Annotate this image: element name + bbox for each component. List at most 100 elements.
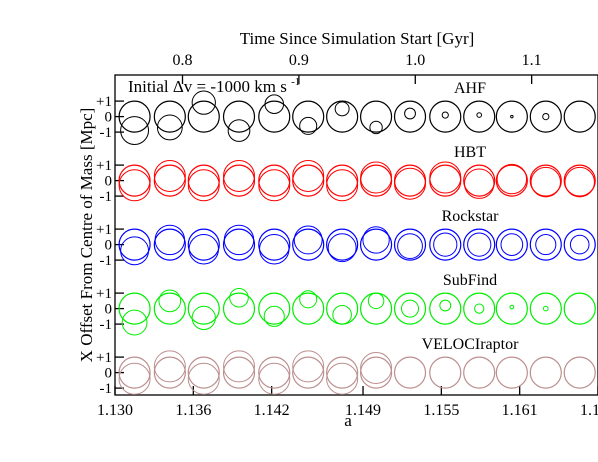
host-halo-circle [463,164,496,197]
y-tick-label: 0 [105,110,113,126]
host-halo-circle [529,100,562,133]
subhalo-circle [535,234,557,256]
host-halo-circle [118,100,151,133]
subhalo-circle [569,234,590,255]
host-halo-circle [326,356,359,389]
subhalo-circle [474,303,485,314]
host-halo-circle [495,100,528,133]
subhalo-circle [223,224,255,256]
subhalo-circle [118,169,151,202]
x-tick-label: 1.136 [175,402,211,419]
host-halo-circle [326,100,359,133]
x-tick-label: 1.161 [502,402,538,419]
host-halo-circle [292,292,325,325]
host-halo-circle [563,292,596,325]
x-tick-label: 1.142 [254,402,290,419]
x-tick-label: 1.130 [97,402,133,419]
subhalo-circle [187,169,220,202]
top-tick-label: 1.0 [405,52,425,69]
host-halo-circle [222,164,256,197]
y-tick-label: +1 [96,222,112,238]
series-label: AHF [454,80,486,97]
subhalo-circle [334,101,350,117]
y-tick-label: +1 [96,158,112,174]
series-hbt: +10-1 [96,158,596,205]
host-halo-circle [153,292,186,325]
host-halo-circle [292,228,325,261]
host-halo-circle [529,228,562,261]
subhalo-circle [360,161,393,194]
subhalo-circle [542,305,549,312]
series-label: SubFind [443,272,497,289]
host-halo-circle [429,356,462,389]
subhalo-circle [264,94,285,114]
annotation-superscript: -1 [291,76,300,88]
subhalo-circle [188,234,219,265]
host-halo-circle [529,292,562,325]
host-halo-circle [258,292,291,325]
subhalo-circle [293,225,323,255]
subhalo-circle [500,233,524,256]
y-tick-label: 0 [105,302,113,318]
host-halo-circle [187,228,220,261]
host-halo-circle [258,228,291,261]
subhalo-circle [326,169,359,202]
x-axis-label: a [344,411,352,430]
subhalo-circle [564,166,595,198]
host-halo-circle [563,100,596,133]
host-halo-circle [153,100,186,133]
host-halo-circle [153,228,186,261]
host-halo-circle [187,164,220,197]
subhalo-circle [292,159,325,192]
host-halo-circle [118,228,151,261]
host-halo-circle [326,292,359,325]
subhalo-circle [120,116,150,146]
y-tick-label: -1 [100,317,113,333]
subhalo-circle [332,305,352,325]
host-halo-circle [563,356,596,389]
subhalo-circle [439,299,452,312]
series-ahf: +10-1 [96,90,596,146]
subhalo-circle [299,116,318,135]
series-label: HBT [454,144,486,161]
host-halo-circle [187,292,220,325]
host-halo-circle [393,164,427,197]
host-halo-circle [463,356,496,389]
y-tick-label: 0 [105,366,113,382]
subhalo-circle [227,119,251,142]
host-halo-circle [359,100,393,133]
host-halo-circle [463,100,496,133]
host-halo-circle [393,356,427,389]
y-tick-label: 0 [105,238,113,254]
host-halo-circle [222,228,256,261]
series-label: Rockstar [442,208,500,225]
host-halo-circle [529,356,562,389]
top-tick-label: 1.1 [522,52,542,69]
y-tick-label: +1 [96,286,112,302]
subhalo-circle [258,169,291,202]
host-halo-circle [118,164,151,197]
subhalo-circle [223,350,256,383]
host-halo-circle [118,292,151,325]
subhalo-circle [191,90,216,115]
host-halo-circle [359,164,393,197]
subhalo-circle [121,309,148,336]
subhalo-circle [369,120,383,135]
series-rockstar: +10-1 [96,222,596,269]
subhalo-circle [429,161,462,194]
host-halo-circle [258,100,291,133]
subhalo-circle [156,114,183,141]
subhalo-circle [400,299,420,318]
top-tick-label: 0.9 [289,52,309,69]
subhalo-circle [191,305,216,331]
series-label: VELOCIraptor [422,336,520,353]
x-tick-label: 1.167 [580,402,598,419]
annotation-text: Initial Δv = -1000 km s [128,77,287,96]
series-velociraptor: +10-1 [96,350,596,397]
subhalo-circle [259,234,290,265]
x-tick-label: 1.149 [345,402,381,419]
host-halo-circle [292,164,325,197]
host-halo-circle [258,356,291,389]
y-tick-label: +1 [96,94,112,110]
